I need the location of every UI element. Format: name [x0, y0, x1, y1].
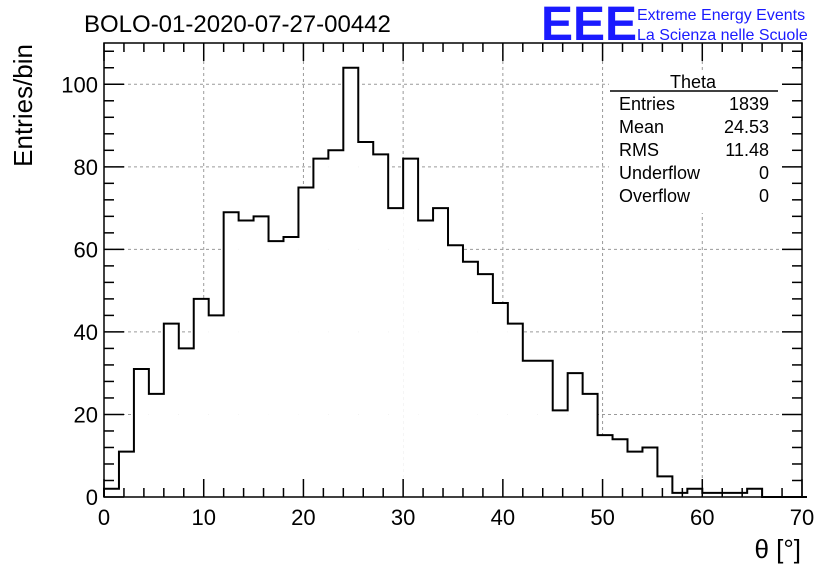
x-tick-label: 40 — [491, 505, 515, 530]
histogram-bar — [717, 492, 733, 497]
histogram-bar — [612, 439, 628, 497]
stats-rows: Entries 1839 Mean 24.53 RMS 11.48 Underflow 0 Ov… — [619, 94, 769, 206]
histogram-bar — [687, 488, 703, 497]
logo-line-2: La Scienza nelle Scuole — [637, 27, 808, 44]
histogram-bar — [104, 488, 119, 497]
histogram-bar — [253, 216, 269, 497]
histogram-bar — [522, 360, 538, 497]
histogram-bar — [627, 451, 643, 497]
y-tick-label: 100 — [61, 72, 98, 97]
chart-title: BOLO-01-2020-07-27-00442 — [84, 11, 391, 38]
y-tick-label: 20 — [74, 402, 98, 427]
histogram-bar — [358, 142, 374, 497]
histogram-bar — [343, 67, 359, 497]
y-tick-label: 60 — [74, 237, 98, 262]
histogram-bar — [178, 348, 194, 497]
histogram-bar — [328, 150, 344, 498]
histogram-bar — [388, 208, 404, 497]
histogram-outline — [103, 66, 807, 498]
stats-box: Theta Entries 1839 Mean 24.53 RMS 11.48 Underf… — [609, 72, 779, 213]
histogram-bar — [133, 369, 149, 497]
stats-row-value: 0 — [759, 163, 769, 183]
histogram-bars — [103, 66, 807, 498]
histogram-bar — [148, 393, 164, 497]
histogram-bar — [313, 158, 329, 497]
histogram-bar — [537, 360, 553, 497]
stats-row-value: 0 — [759, 186, 769, 206]
histogram-bar — [118, 451, 134, 497]
histogram-bar — [597, 435, 613, 497]
y-tick-label: 40 — [74, 320, 98, 345]
x-tick-label: 0 — [98, 505, 110, 530]
stats-row-value: 24.53 — [724, 117, 769, 137]
histogram-bar — [448, 245, 463, 497]
histogram-bar — [672, 492, 688, 497]
y-tick-label: 80 — [74, 155, 98, 180]
x-tick-label: 10 — [191, 505, 215, 530]
eee-logo: EEE Extreme Energy Events La Scienza nel… — [541, 0, 808, 51]
histogram-bar — [732, 492, 748, 497]
stats-row-label: RMS — [619, 140, 659, 160]
x-tick-label: 70 — [790, 505, 814, 530]
histogram-bar — [747, 488, 763, 497]
histogram-bar — [657, 476, 673, 497]
histogram-bar — [552, 410, 568, 497]
y-tick-label: 0 — [86, 485, 98, 510]
histogram-bar — [567, 373, 583, 497]
histogram-bar — [418, 220, 434, 498]
stats-row-label: Entries — [619, 94, 675, 114]
stats-row-value: 1839 — [729, 94, 769, 114]
histogram-bar — [642, 447, 658, 497]
stats-row-label: Underflow — [619, 163, 701, 183]
x-tick-label: 20 — [291, 505, 315, 530]
logo-line-1: Extreme Energy Events — [637, 7, 805, 24]
histogram-bar — [373, 154, 389, 497]
axis-ticks — [103, 43, 803, 498]
x-tick-label: 30 — [391, 505, 415, 530]
histogram-bar — [492, 303, 508, 497]
x-tick-labels: 0 10 20 30 40 50 60 70 — [98, 505, 814, 530]
histogram-bar — [238, 220, 254, 498]
histogram-bar — [268, 241, 284, 497]
x-axis-label: θ [°] — [754, 534, 801, 564]
histogram-bar — [298, 187, 314, 498]
stats-row-label: Overflow — [619, 186, 691, 206]
plot-frame — [103, 42, 803, 498]
histogram-bar — [223, 212, 239, 497]
histogram-bar — [163, 323, 179, 497]
x-tick-label: 50 — [590, 505, 614, 530]
histogram-bar — [403, 158, 419, 497]
histogram-bar — [582, 393, 598, 497]
histogram-bar — [507, 323, 523, 497]
histogram-bar — [193, 298, 209, 497]
stats-box-background — [609, 73, 779, 213]
histogram-bar — [208, 315, 224, 497]
y-tick-labels: 0 20 40 60 80 100 — [61, 72, 98, 510]
y-axis-label: Entries/bin — [8, 44, 38, 167]
stats-title: Theta — [670, 72, 717, 92]
stats-row-value: 11.48 — [725, 140, 769, 160]
histogram-bar — [283, 236, 299, 497]
stats-row-label: Mean — [619, 117, 664, 137]
x-tick-label: 60 — [690, 505, 714, 530]
histogram-bar — [477, 274, 493, 497]
histogram-bar — [433, 208, 449, 497]
histogram-bar — [702, 492, 718, 497]
histogram-bar — [462, 261, 478, 497]
